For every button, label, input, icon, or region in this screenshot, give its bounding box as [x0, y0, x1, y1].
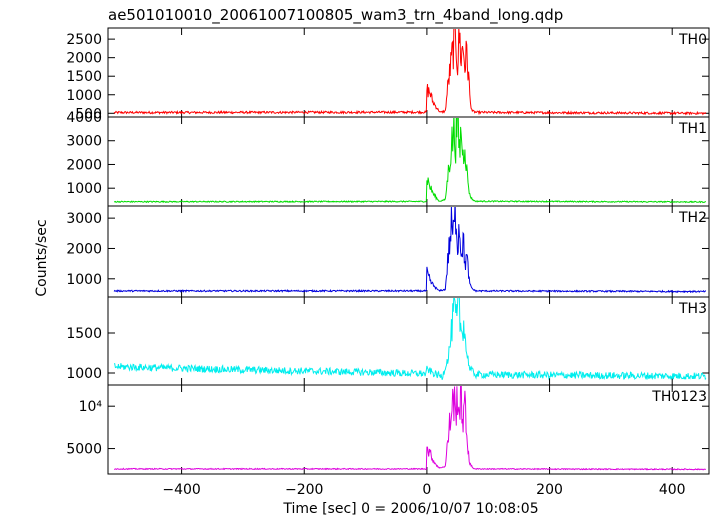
panel-frame: [107, 296, 710, 386]
panel-th0: 500 1000 1500 2000 2500 TH0: [66, 27, 710, 122]
y-tick-label: 5000: [66, 442, 102, 458]
panel-frame: [107, 384, 710, 475]
panel-label-th2: TH2: [678, 210, 707, 226]
y-tick-label: 1000: [66, 181, 102, 197]
panel-label-th0: TH0: [678, 32, 707, 48]
y-tick-label: 1500: [66, 69, 102, 85]
panel-th2: 1000 2000 3000 TH2: [66, 205, 710, 298]
series-th3: [113, 298, 707, 381]
panel-th1: 1000 2000 3000 4000 TH1: [66, 110, 710, 207]
panel-label-th1: TH1: [678, 121, 707, 137]
y-tick-label: 4000: [66, 110, 102, 126]
x-axis-label: Time [sec] 0 = 2006/10/07 10:08:05: [282, 501, 538, 516]
y-axis-label: Counts/sec: [34, 219, 50, 296]
y-tick-label: 2000: [66, 51, 102, 67]
y-tick-label: 2000: [66, 241, 102, 257]
x-tick-label: −200: [285, 482, 323, 498]
x-tick-label: 200: [536, 482, 563, 498]
panel-th0123: 5000 10⁴ TH0123: [66, 384, 710, 475]
series-th1: [113, 118, 706, 204]
y-tick-label: 3000: [66, 211, 102, 227]
y-tick-label: 1000: [66, 272, 102, 288]
x-tick-label: −400: [162, 482, 200, 498]
y-tick-label: 500: [75, 106, 102, 122]
series-th0: [113, 29, 707, 116]
y-tick-label: 2000: [66, 157, 102, 173]
y-tick-label: 2500: [66, 32, 102, 48]
chart-title: ae501010010_20061007100805_wam3_trn_4ban…: [108, 6, 563, 25]
panel-label-th0123: TH0123: [651, 389, 707, 405]
panel-frame: [107, 205, 710, 298]
y-tick-label: 10⁴: [79, 399, 103, 415]
panel-th3: 1000 1500 TH3: [66, 296, 710, 386]
series-th0123: [114, 386, 707, 471]
x-tick-label: 0: [422, 482, 431, 498]
x-axis-ticks: −400 −200 0 200 400: [162, 482, 685, 498]
panel-frame: [107, 116, 710, 207]
panels-group: 500 1000 1500 2000 2500 TH0 1000 2000 3000 4000 TH…: [66, 27, 710, 475]
panel-label-th3: TH3: [678, 301, 707, 317]
series-th2: [113, 207, 707, 294]
y-tick-label: 1500: [66, 326, 102, 342]
y-tick-label: 3000: [66, 134, 102, 150]
panel-frame: [107, 27, 710, 118]
y-tick-label: 1000: [66, 366, 102, 382]
x-tick-label: 400: [659, 482, 686, 498]
y-tick-label: 1000: [66, 88, 102, 104]
